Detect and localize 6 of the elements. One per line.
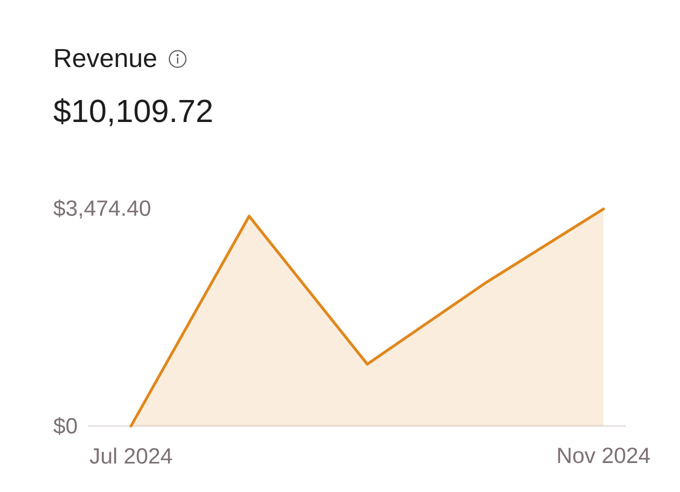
chart-subtitle: $10,109.72 (54, 98, 212, 126)
chart-title: Revenue (55, 49, 156, 68)
y-tick-label: $3,474.40 (54, 199, 150, 219)
x-tick-label: Nov 2024 (558, 448, 650, 464)
x-tick-label: Jul 2024 (90, 448, 172, 464)
y-tick-label: $0 (54, 417, 77, 435)
